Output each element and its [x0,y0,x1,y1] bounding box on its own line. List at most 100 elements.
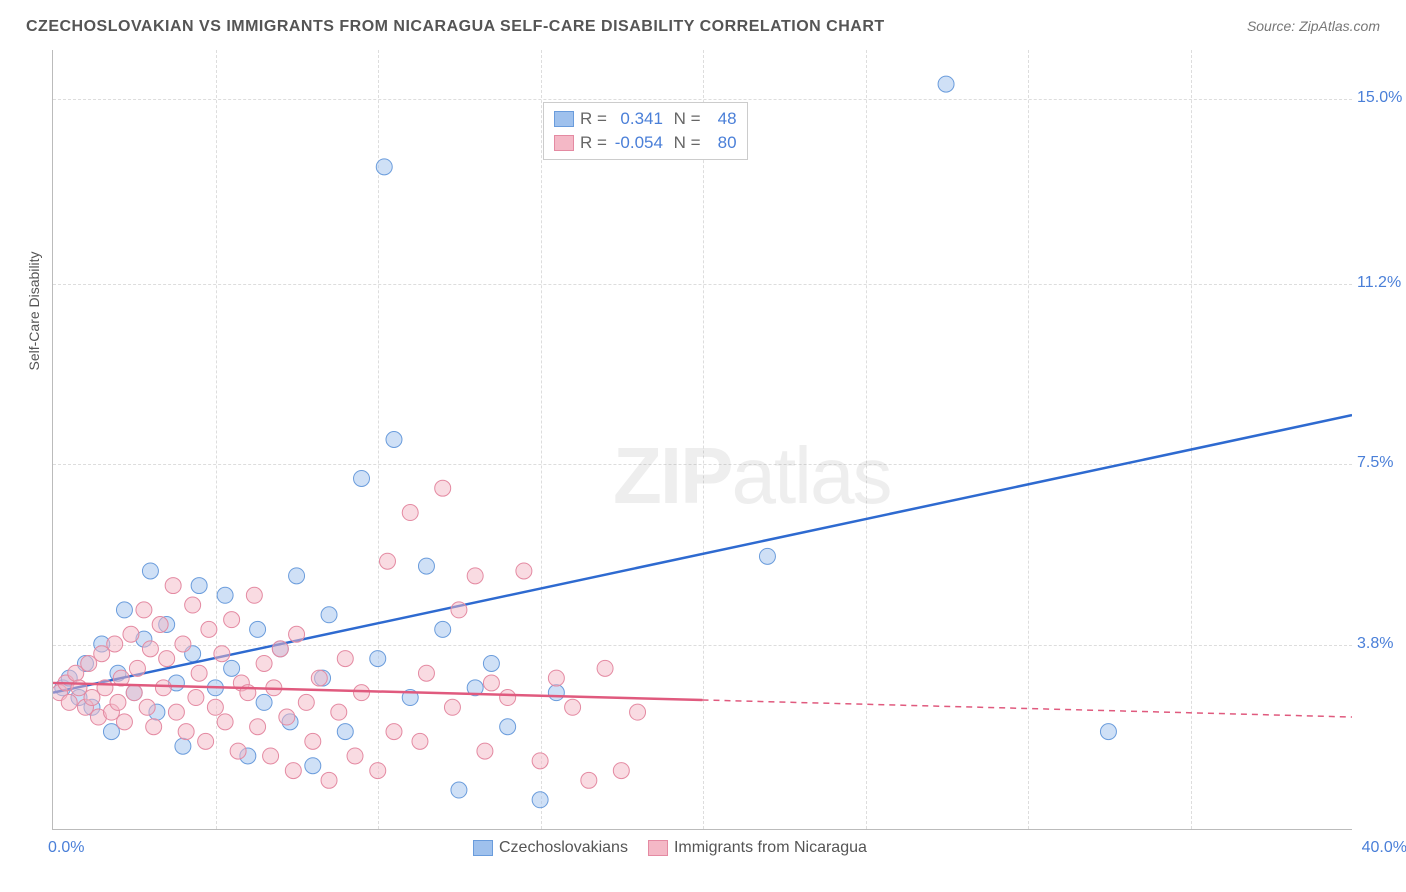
data-point [477,743,493,759]
data-point [159,651,175,667]
data-point [500,719,516,735]
data-point [256,655,272,671]
n-label: N = [669,107,701,131]
data-point [483,675,499,691]
data-point [256,694,272,710]
data-point [467,568,483,584]
swatch-series-0 [554,111,574,127]
data-point [250,621,266,637]
data-point [311,670,327,686]
r-value-1: -0.054 [613,131,663,155]
y-axis-label: Self-Care Disability [26,251,42,370]
r-value-0: 0.341 [613,107,663,131]
data-point [110,694,126,710]
data-point [285,763,301,779]
data-point [139,699,155,715]
data-point [402,505,418,521]
data-point [146,719,162,735]
trend-line [53,683,703,700]
data-point [386,724,402,740]
data-point [435,480,451,496]
data-point [418,665,434,681]
data-point [1100,724,1116,740]
data-point [165,578,181,594]
data-point [168,704,184,720]
data-point [191,578,207,594]
data-point [630,704,646,720]
data-point [376,159,392,175]
chart-source: Source: ZipAtlas.com [1247,18,1380,34]
data-point [354,685,370,701]
legend-label-1: Immigrants from Nicaragua [674,839,867,857]
trend-line-dashed [703,700,1353,717]
data-point [185,597,201,613]
data-point [370,763,386,779]
legend-item-0: Czechoslovakians [473,839,628,857]
series-legend: Czechoslovakians Immigrants from Nicarag… [473,839,867,857]
y-tick-label: 7.5% [1357,454,1406,472]
chart-title: CZECHOSLOVAKIAN VS IMMIGRANTS FROM NICAR… [26,18,885,36]
data-point [597,660,613,676]
chart-header: CZECHOSLOVAKIAN VS IMMIGRANTS FROM NICAR… [26,18,1380,36]
data-point [116,714,132,730]
legend-item-1: Immigrants from Nicaragua [648,839,867,857]
data-point [337,724,353,740]
data-point [483,655,499,671]
data-point [198,733,214,749]
data-point [175,738,191,754]
data-point [370,651,386,667]
data-point [217,587,233,603]
data-point [250,719,266,735]
r-label: R = [580,107,607,131]
data-point [435,621,451,637]
legend-label-0: Czechoslovakians [499,839,628,857]
y-tick-label: 3.8% [1357,635,1406,653]
data-point [263,748,279,764]
data-point [142,641,158,657]
data-point [107,636,123,652]
data-point [217,714,233,730]
data-point [224,612,240,628]
data-point [191,665,207,681]
data-point [214,646,230,662]
data-point [451,602,467,618]
data-point [272,641,288,657]
data-point [500,690,516,706]
data-point [155,680,171,696]
stats-row-0: R = 0.341 N = 48 [554,107,737,131]
data-point [321,607,337,623]
n-value-1: 80 [707,131,737,155]
data-point [938,76,954,92]
data-point [386,432,402,448]
n-value-0: 48 [707,107,737,131]
chart-svg [53,50,1352,829]
data-point [129,660,145,676]
data-point [565,699,581,715]
data-point [178,724,194,740]
data-point [379,553,395,569]
data-point [451,782,467,798]
data-point [581,772,597,788]
data-point [321,772,337,788]
stats-legend: R = 0.341 N = 48 R = -0.054 N = 80 [543,102,748,160]
data-point [61,694,77,710]
plot-area: ZIPatlas R = 0.341 N = 48 R = -0.054 N =… [52,50,1352,830]
data-point [175,636,191,652]
trend-line [53,415,1352,693]
data-point [152,617,168,633]
y-tick-label: 11.2% [1357,274,1406,292]
data-point [126,685,142,701]
data-point [97,680,113,696]
data-point [142,563,158,579]
data-point [246,587,262,603]
data-point [224,660,240,676]
data-point [354,470,370,486]
data-point [418,558,434,574]
swatch-legend-1 [648,840,668,856]
data-point [444,699,460,715]
data-point [347,748,363,764]
data-point [412,733,428,749]
swatch-legend-0 [473,840,493,856]
data-point [305,758,321,774]
x-tick-min: 0.0% [48,839,84,857]
